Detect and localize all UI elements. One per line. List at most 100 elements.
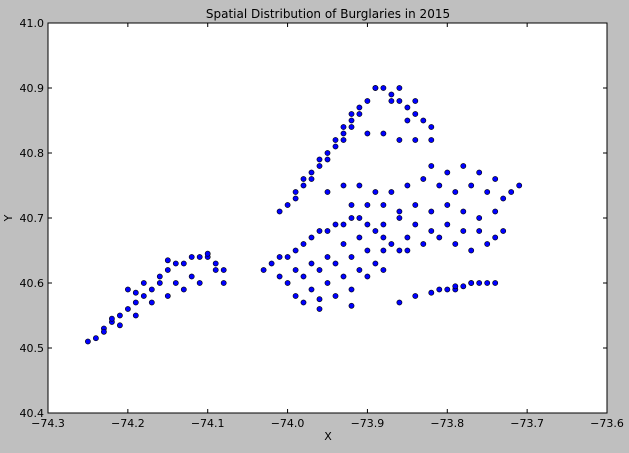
data-point: [404, 247, 411, 254]
data-point: [132, 312, 139, 319]
data-point: [316, 296, 323, 303]
data-point: [300, 273, 307, 280]
data-point: [380, 202, 387, 208]
x-tick-label: −73.6: [590, 417, 624, 430]
data-point: [260, 267, 267, 273]
data-point: [180, 260, 187, 267]
data-point: [117, 322, 123, 329]
data-point: [404, 234, 411, 241]
data-point: [484, 241, 491, 247]
y-tick-label: 40.5: [20, 342, 45, 355]
data-point: [324, 280, 331, 286]
data-point: [284, 202, 291, 208]
data-point: [340, 221, 347, 228]
data-point: [340, 182, 347, 189]
data-point: [316, 267, 323, 273]
data-point: [492, 176, 499, 182]
data-point: [85, 338, 91, 345]
x-tick-label: −74.3: [31, 417, 65, 430]
data-point: [276, 254, 283, 260]
data-point: [172, 260, 179, 267]
data-point: [380, 234, 387, 241]
data-point: [420, 176, 427, 182]
data-point: [404, 117, 411, 124]
data-point: [468, 280, 475, 286]
data-point: [492, 280, 499, 286]
data-point: [348, 254, 355, 260]
data-point: [444, 221, 451, 228]
x-tick-label: −74.1: [191, 417, 225, 430]
data-point: [220, 280, 227, 286]
data-point: [220, 267, 227, 273]
data-point: [412, 137, 419, 143]
data-point: [180, 286, 187, 293]
data-point: [492, 208, 499, 215]
data-point: [148, 299, 155, 306]
data-point: [476, 228, 483, 234]
series-staten-island: [85, 250, 227, 345]
data-point: [396, 98, 403, 104]
data-point: [356, 104, 363, 111]
x-tick-label: −73.7: [510, 417, 544, 430]
data-point: [148, 286, 155, 293]
data-point: [492, 234, 499, 241]
data-point: [292, 267, 299, 273]
data-point: [164, 257, 171, 264]
data-point: [444, 286, 451, 293]
data-point: [372, 85, 379, 91]
data-point: [380, 130, 387, 137]
data-point: [348, 117, 355, 124]
data-point: [308, 169, 315, 176]
data-point: [324, 189, 331, 195]
data-point: [93, 335, 99, 342]
data-point: [484, 280, 491, 286]
data-point: [364, 130, 371, 137]
data-point: [340, 137, 347, 143]
data-point: [316, 306, 323, 312]
data-point: [404, 182, 411, 189]
data-point: [428, 124, 435, 130]
data-point: [404, 104, 411, 111]
data-point: [332, 137, 339, 143]
data-point: [348, 302, 355, 309]
data-point: [292, 293, 299, 299]
data-point: [412, 221, 419, 228]
data-point: [196, 254, 203, 260]
data-point: [132, 299, 139, 306]
data-point: [500, 228, 507, 234]
data-point: [140, 293, 147, 299]
data-point: [212, 260, 219, 267]
data-point: [388, 189, 395, 195]
data-point: [428, 289, 435, 296]
data-point: [356, 215, 363, 221]
x-tick-label: −73.9: [351, 417, 385, 430]
data-point: [356, 182, 363, 189]
data-point: [388, 91, 395, 98]
chart-title: Spatial Distribution of Burglaries in 20…: [206, 7, 450, 21]
data-point: [364, 221, 371, 228]
data-point: [300, 241, 307, 247]
data-point: [308, 234, 315, 241]
data-point: [460, 283, 467, 290]
data-point: [300, 182, 307, 189]
data-point: [476, 280, 483, 286]
series-brooklyn: [260, 215, 411, 306]
data-point: [396, 299, 403, 306]
axis-ticks: −74.3 −74.2 −74.1 −74.0 −73.9 −73.8 −73.7 −73.6…: [20, 17, 624, 430]
data-point: [476, 169, 483, 176]
data-point: [324, 156, 331, 163]
data-point: [396, 215, 403, 221]
data-point: [356, 267, 363, 273]
data-point: [436, 182, 443, 189]
data-point: [428, 208, 435, 215]
data-point: [452, 283, 459, 290]
data-point: [204, 250, 211, 257]
data-point: [164, 293, 171, 299]
data-point: [396, 137, 403, 143]
series-manhattan: [276, 104, 363, 215]
data-point: [212, 267, 219, 273]
x-tick-label: −74.0: [271, 417, 305, 430]
data-point: [500, 195, 507, 202]
data-point: [508, 189, 515, 195]
